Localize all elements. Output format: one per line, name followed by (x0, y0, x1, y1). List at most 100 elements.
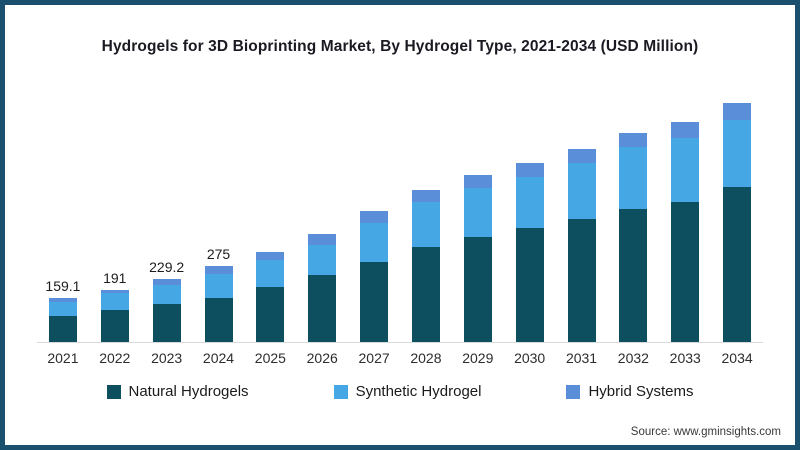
legend-item-hybrid-systems: Hybrid Systems (566, 383, 694, 400)
x-axis-label: 2021 (47, 350, 79, 366)
x-axis-label: 2025 (254, 350, 286, 366)
stacked-bar (308, 234, 337, 342)
bar-column: 275 (193, 85, 245, 342)
plot-area: 159.1 191 229.2 275 (37, 85, 763, 343)
bar-segment-natural-hydrogels (48, 316, 77, 342)
bar-column (711, 85, 763, 342)
bar-segment-hybrid-systems (308, 234, 337, 245)
legend-label: Synthetic Hydrogel (355, 383, 482, 400)
x-axis-label: 2032 (617, 350, 649, 366)
bar-segment-synthetic-hydrogel (515, 177, 544, 228)
bar-column (296, 85, 348, 342)
x-axis-label: 2031 (565, 350, 598, 366)
bar-value-label: 275 (206, 246, 231, 262)
stacked-bar (671, 122, 700, 342)
bar-segment-synthetic-hydrogel (100, 293, 129, 310)
stacked-bar (723, 103, 752, 342)
legend-item-synthetic-hydrogel: Synthetic Hydrogel (333, 383, 482, 400)
stacked-bar (100, 290, 129, 342)
bar-segment-synthetic-hydrogel (204, 274, 233, 298)
stacked-bar (152, 279, 181, 342)
bar-column: 229.2 (141, 85, 193, 342)
bar-column (504, 85, 556, 342)
bar-segment-hybrid-systems (515, 163, 544, 177)
bar-segment-synthetic-hydrogel (723, 120, 752, 187)
bar-segment-synthetic-hydrogel (463, 188, 492, 237)
bar-segment-synthetic-hydrogel (360, 223, 389, 262)
bar-segment-synthetic-hydrogel (411, 202, 440, 247)
bar-segment-hybrid-systems (152, 279, 181, 285)
bar-column: 191 (89, 85, 141, 342)
bar-segment-natural-hydrogels (256, 287, 285, 342)
bar-column (400, 85, 452, 342)
bar-segment-natural-hydrogels (463, 237, 492, 342)
bar-segment-synthetic-hydrogel (256, 260, 285, 287)
bar-segment-hybrid-systems (619, 133, 648, 147)
bar-column: 159.1 (37, 85, 89, 342)
bar-column (607, 85, 659, 342)
bar-value-label: 191 (103, 270, 127, 286)
bar-segment-natural-hydrogels (619, 209, 648, 342)
x-axis-labels: 2021 2022 2023 2024 2025 2026 2027 2028 2029 2030… (37, 343, 763, 366)
stacked-bar (619, 133, 648, 342)
bar-value-label: 159.1 (45, 278, 81, 294)
bar-column (556, 85, 608, 342)
x-axis-label: 2029 (462, 350, 494, 366)
bar-segment-natural-hydrogels (204, 298, 233, 342)
bar-segment-synthetic-hydrogel (671, 138, 700, 202)
bar-segment-hybrid-systems (463, 175, 492, 188)
bar-column (452, 85, 504, 342)
x-axis-label: 2027 (358, 350, 390, 366)
bar-segment-natural-hydrogels (100, 310, 129, 342)
bar-segment-natural-hydrogels (411, 247, 440, 342)
legend-item-natural-hydrogels: Natural Hydrogels (106, 383, 249, 400)
bar-segment-synthetic-hydrogel (619, 147, 648, 209)
chart-title: Hydrogels for 3D Bioprinting Market, By … (101, 38, 699, 55)
bar-segment-natural-hydrogels (567, 219, 596, 342)
bar-segment-hybrid-systems (671, 122, 700, 138)
bar-segment-natural-hydrogels (360, 262, 389, 342)
x-axis-label: 2030 (514, 350, 546, 366)
legend-label: Hybrid Systems (588, 383, 694, 400)
stacked-bar (204, 266, 233, 342)
stacked-bar (567, 149, 596, 342)
bar-segment-hybrid-systems (411, 190, 440, 202)
bar-segment-natural-hydrogels (723, 187, 752, 342)
legend-swatch-synthetic-hydrogel (333, 384, 348, 399)
bar-segment-natural-hydrogels (152, 304, 181, 342)
bar-segment-natural-hydrogels (671, 202, 700, 342)
bar-segment-synthetic-hydrogel (308, 245, 337, 275)
stacked-bar (515, 163, 544, 342)
bar-segment-hybrid-systems (204, 266, 233, 274)
stacked-bar (256, 252, 285, 342)
bar-segment-natural-hydrogels (308, 275, 337, 342)
stacked-bar (463, 175, 492, 342)
x-axis-label: 2028 (410, 350, 442, 366)
bar-column (659, 85, 711, 342)
bar-segment-hybrid-systems (100, 290, 129, 293)
legend: Natural Hydrogels Synthetic Hydrogel Hybri… (5, 383, 795, 400)
x-axis-label: 2033 (669, 350, 701, 366)
x-axis-label: 2024 (202, 350, 235, 366)
bar-value-label: 229.2 (149, 259, 185, 275)
legend-swatch-natural-hydrogels (106, 384, 121, 399)
legend-swatch-hybrid-systems (566, 384, 581, 399)
bar-segment-hybrid-systems (567, 149, 596, 163)
bar-segment-hybrid-systems (360, 211, 389, 223)
bar-segment-synthetic-hydrogel (567, 163, 596, 219)
x-axis-label: 2026 (306, 350, 338, 366)
stacked-bar (360, 211, 389, 342)
source-note: Source: www.gminsights.com (630, 426, 781, 438)
bar-segment-hybrid-systems (256, 252, 285, 260)
bar-column (244, 85, 296, 342)
stacked-bar (411, 190, 440, 342)
bar-column (348, 85, 400, 342)
bar-segment-synthetic-hydrogel (48, 302, 77, 316)
bar-segment-synthetic-hydrogel (152, 285, 181, 304)
x-axis-label: 2022 (99, 350, 131, 366)
bar-segment-natural-hydrogels (515, 228, 544, 342)
bar-segment-hybrid-systems (723, 103, 752, 120)
stacked-bar (48, 298, 77, 342)
legend-label: Natural Hydrogels (128, 383, 249, 400)
